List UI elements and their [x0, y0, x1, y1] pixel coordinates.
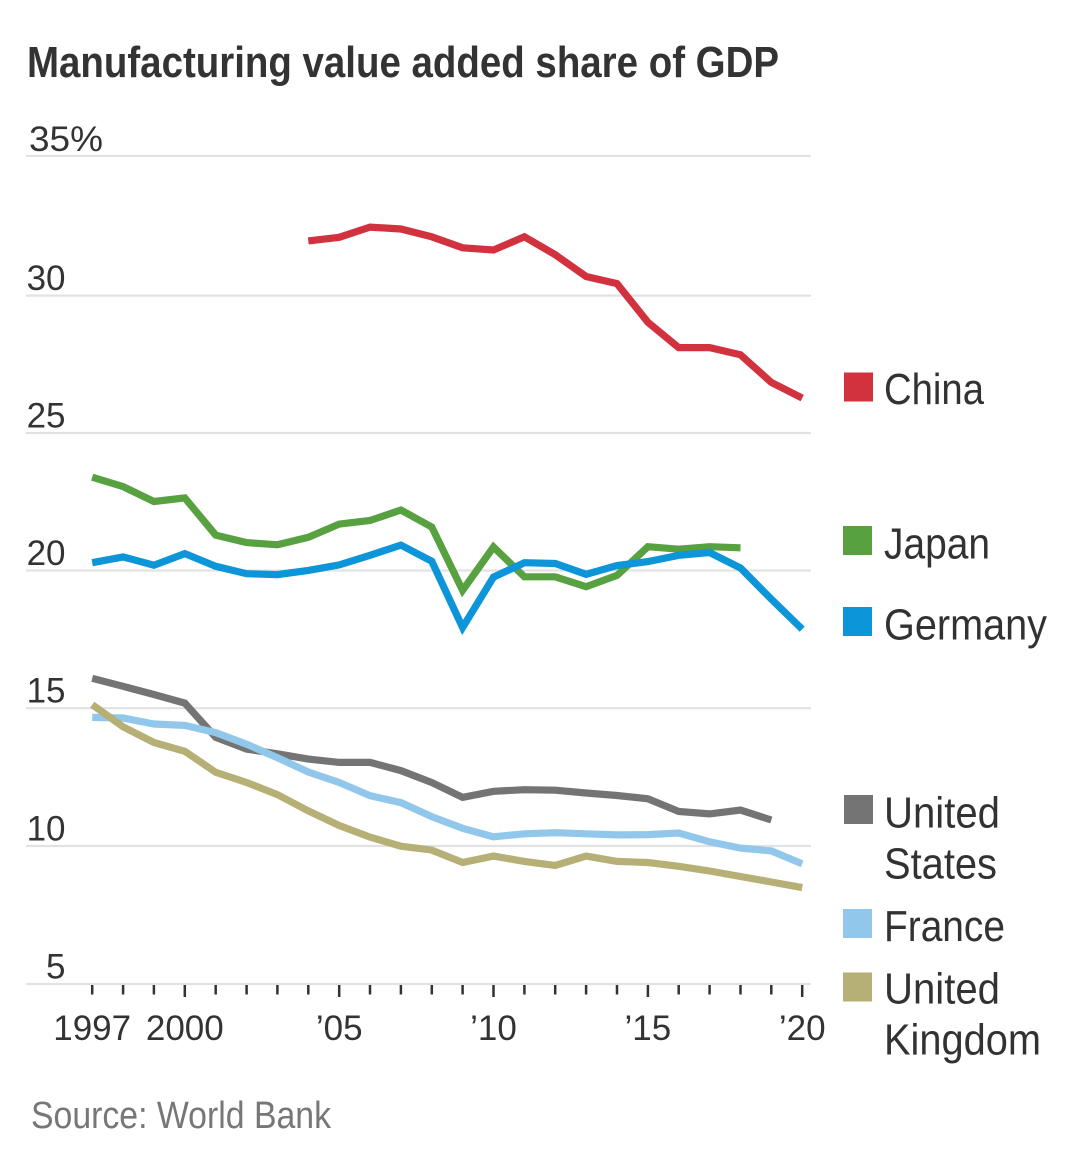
svg-text:15: 15 [27, 672, 66, 711]
svg-text:10: 10 [27, 810, 66, 849]
svg-text:Source: World Bank: Source: World Bank [31, 1095, 332, 1137]
svg-text:United: United [884, 965, 1000, 1014]
svg-text:25: 25 [27, 397, 66, 436]
svg-text:China: China [884, 365, 984, 414]
svg-text:’05: ’05 [316, 1009, 363, 1048]
svg-text:France: France [884, 902, 1005, 951]
svg-text:2000: 2000 [146, 1009, 224, 1048]
svg-text:Kingdom: Kingdom [884, 1016, 1041, 1065]
svg-text:Japan: Japan [884, 520, 990, 569]
svg-text:Manufacturing value added shar: Manufacturing value added share of GDP [27, 38, 779, 87]
svg-text:35%: 35% [29, 120, 103, 159]
svg-text:Germany: Germany [884, 601, 1047, 650]
svg-text:United: United [884, 789, 1000, 838]
svg-text:20: 20 [27, 534, 66, 573]
svg-text:30: 30 [27, 259, 66, 298]
svg-text:’20: ’20 [779, 1009, 826, 1048]
svg-text:5: 5 [46, 948, 65, 987]
svg-text:’15: ’15 [625, 1009, 672, 1048]
svg-text:’10: ’10 [470, 1009, 517, 1048]
svg-text:States: States [884, 840, 997, 889]
svg-text:1997: 1997 [53, 1009, 131, 1048]
